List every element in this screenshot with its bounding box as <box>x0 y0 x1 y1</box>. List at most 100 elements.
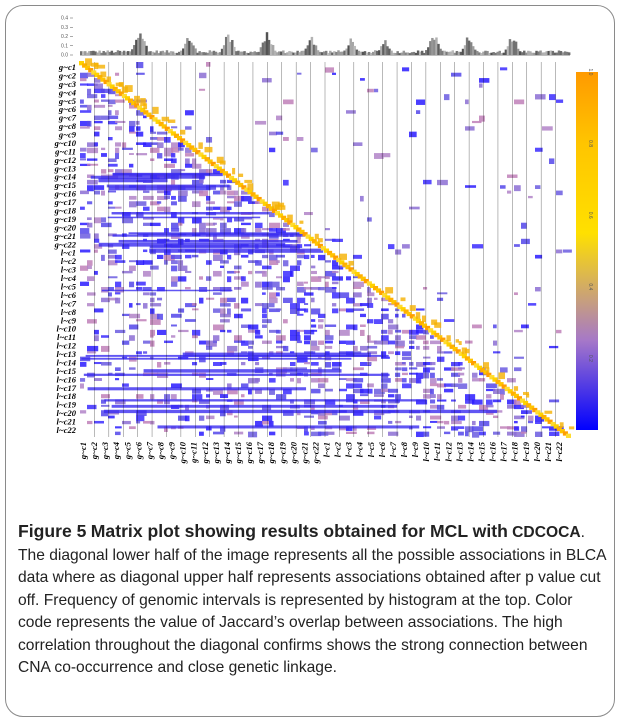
histogram-bar <box>314 45 318 55</box>
matrix-cell <box>178 415 187 421</box>
diagonal-cell <box>532 407 538 413</box>
matrix-cell <box>101 222 112 228</box>
matrix-cell <box>150 131 157 134</box>
matrix-cell <box>325 67 335 73</box>
matrix-cell <box>402 362 406 365</box>
diagonal-cell <box>373 286 379 291</box>
diagonal-cell <box>357 274 363 279</box>
matrix-cell <box>388 340 399 345</box>
matrix-cell <box>514 399 522 406</box>
matrix-cell <box>507 378 516 383</box>
diagonal-cell <box>278 213 284 218</box>
matrix-cell <box>234 340 246 343</box>
matrix-cell <box>402 351 412 356</box>
histogram-bar <box>329 50 332 55</box>
matrix-cell <box>276 340 283 344</box>
matrix-cell <box>143 287 152 291</box>
matrix-cell <box>318 276 329 279</box>
matrix-cell <box>164 137 171 143</box>
column-label: g~c11 <box>189 442 199 464</box>
matrix-cell <box>199 228 206 235</box>
diagonal-cell <box>538 412 544 417</box>
matrix-cell <box>472 426 484 432</box>
diagonal-cell <box>91 70 97 75</box>
diagonal-cell <box>486 372 492 378</box>
matrix-cell <box>360 362 372 367</box>
matrix-cell <box>199 431 204 436</box>
matrix-cell <box>346 340 356 345</box>
matrix-cell <box>549 399 560 403</box>
matrix-cell <box>199 222 206 229</box>
matrix-cell <box>185 254 192 259</box>
matrix-cell <box>150 303 162 307</box>
matrix-cell <box>269 228 278 232</box>
matrix-cell <box>395 340 405 347</box>
matrix-cell <box>521 426 528 433</box>
matrix-cell <box>164 399 170 405</box>
matrix-cell <box>262 265 272 270</box>
diagonal-block <box>167 119 176 123</box>
matrix-cell <box>192 362 198 366</box>
diagonal-cell <box>366 281 372 286</box>
histogram-bar <box>243 51 246 55</box>
matrix-cell <box>325 228 330 231</box>
matrix-cell <box>521 410 529 415</box>
row-label: g~c19 <box>54 214 77 224</box>
matrix-cell <box>276 260 280 264</box>
matrix-cell <box>269 212 275 218</box>
matrix-cell <box>353 378 364 383</box>
histogram-bar <box>135 39 138 55</box>
matrix-cell <box>171 212 177 218</box>
histogram-bar <box>359 51 363 55</box>
matrix-cell <box>465 340 473 344</box>
matrix-cell <box>290 265 300 271</box>
matrix-cell <box>157 362 162 368</box>
matrix-cell <box>514 292 518 296</box>
matrix-cell <box>346 383 354 389</box>
matrix-cell <box>108 292 112 297</box>
matrix-cell <box>80 362 87 367</box>
matrix-cell <box>164 362 171 365</box>
matrix-cell <box>143 142 152 148</box>
matrix-cell <box>381 356 390 359</box>
histogram-bar <box>100 52 103 55</box>
histogram-bar <box>369 52 373 55</box>
matrix-cell <box>143 292 150 296</box>
matrix-cell <box>220 190 227 195</box>
matrix-cell <box>234 270 240 274</box>
matrix-cell <box>465 185 477 188</box>
matrix-cell <box>360 303 369 307</box>
matrix-cell <box>297 254 306 259</box>
diagonal-cell <box>305 234 311 239</box>
matrix-cell <box>150 201 160 206</box>
matrix-cell <box>437 394 442 400</box>
matrix-cell <box>80 120 90 127</box>
diagonal-cell <box>192 147 198 153</box>
matrix-cell <box>549 431 560 436</box>
matrix-cell <box>486 404 494 408</box>
matrix-cell <box>472 244 484 249</box>
histogram-bar <box>141 38 144 55</box>
matrix-cell <box>108 415 115 419</box>
matrix-cell <box>213 270 222 277</box>
matrix-cell <box>206 297 215 300</box>
matrix-cell <box>87 260 93 266</box>
matrix-cell <box>87 185 94 192</box>
diagonal-cell <box>235 180 241 185</box>
matrix-cell <box>395 335 401 341</box>
matrix-cell <box>220 426 226 432</box>
matrix-cell <box>479 83 483 88</box>
histogram-bar <box>496 51 499 55</box>
diagonal-cell <box>271 208 277 213</box>
matrix-cell <box>108 260 118 266</box>
matrix-cell <box>360 329 365 336</box>
matrix-cell <box>101 410 108 417</box>
matrix-cell <box>416 372 424 379</box>
diagonal-block <box>464 348 470 354</box>
histogram-bar <box>541 52 544 55</box>
histogram-bar <box>549 50 553 55</box>
matrix-cell <box>325 340 333 344</box>
colorbar <box>576 72 598 430</box>
histogram-bar <box>98 50 101 55</box>
matrix-cell <box>94 99 99 103</box>
